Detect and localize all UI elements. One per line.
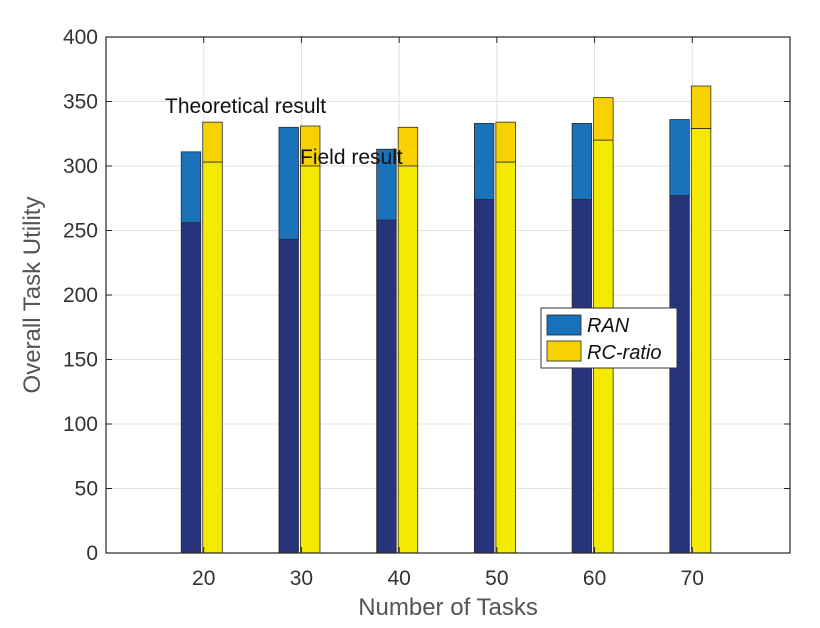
y-tick-label: 0: [86, 542, 98, 565]
bar-rc-ratio-theoretical-70: [690, 85, 712, 129]
y-axis-ticks: 0 50 100 150 200 250 300 350 400: [63, 26, 790, 565]
bar-rc-ratio-field-70: [690, 128, 712, 554]
y-tick-label: 350: [63, 91, 98, 114]
annotation-field-result: Field result: [300, 146, 403, 169]
bar-ran-field-40: [376, 219, 397, 554]
y-tick-label: 150: [63, 349, 98, 372]
bar-rc-ratio-field-20: [202, 161, 223, 554]
x-tick-label: 60: [583, 567, 606, 590]
bar-ran-field-70: [669, 195, 690, 554]
x-axis-ticks: 20 30 40 50 60 70: [192, 37, 704, 590]
y-tick-label: 400: [63, 26, 98, 49]
annotation-theoretical-result: Theoretical result: [165, 95, 326, 118]
y-tick-label: 300: [63, 155, 98, 178]
bar-ran-field-60: [571, 199, 593, 554]
legend-swatch-ran: [546, 314, 582, 336]
bar-ran-field-50: [473, 199, 495, 554]
x-tick-label: 30: [290, 567, 313, 590]
bar-ran-theoretical-50: [473, 123, 495, 200]
bar-rc-ratio-theoretical-20: [202, 121, 223, 163]
x-axis-label: Number of Tasks: [358, 594, 538, 621]
x-tick-label: 70: [681, 567, 704, 590]
legend: RAN RC-ratio: [540, 307, 678, 369]
legend-swatch-rc-ratio: [546, 340, 582, 362]
bar-rc-ratio-field-50: [495, 161, 516, 554]
bar-ran-theoretical-60: [571, 123, 593, 200]
x-tick-label: 40: [387, 567, 410, 590]
legend-label-ran: RAN: [587, 315, 630, 337]
bar-rc-ratio-field-40: [397, 165, 419, 554]
bar-rc-ratio-theoretical-60: [593, 97, 614, 141]
y-axis-label: Overall Task Utility: [19, 197, 46, 394]
y-tick-label: 250: [63, 220, 98, 243]
y-tick-label: 100: [63, 413, 98, 436]
bar-ran-field-20: [180, 222, 202, 554]
x-tick-label: 20: [192, 567, 215, 590]
bars: [180, 85, 712, 554]
bar-rc-ratio-theoretical-50: [495, 121, 516, 163]
bar-ran-field-30: [278, 239, 299, 554]
x-tick-label: 50: [485, 567, 508, 590]
bar-ran-theoretical-70: [669, 119, 690, 197]
bar-ran-theoretical-30: [278, 126, 299, 240]
bar-ran-theoretical-20: [180, 151, 202, 224]
y-tick-label: 200: [63, 284, 98, 307]
legend-label-rc-ratio: RC-ratio: [587, 342, 661, 364]
bar-rc-ratio-field-30: [300, 165, 321, 554]
y-tick-label: 50: [75, 478, 98, 501]
